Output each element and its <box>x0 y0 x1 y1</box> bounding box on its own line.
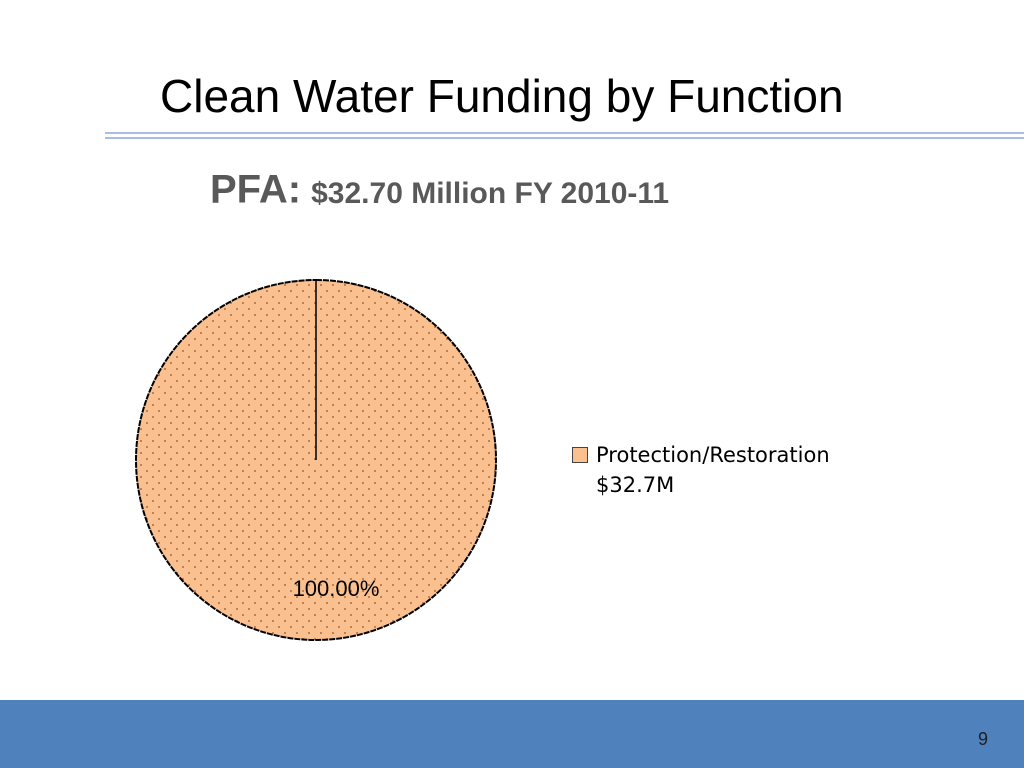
legend-swatch <box>572 447 588 463</box>
data-label: 100.00% <box>293 576 380 601</box>
footer-bar <box>0 700 1024 768</box>
legend-label: Protection/Restoration $32.7M <box>596 443 830 497</box>
pie: 100.00% <box>135 278 497 642</box>
slide-title: Clean Water Funding by Function <box>160 70 844 122</box>
chart-subtitle: $32.70 Million FY 2010-11 <box>311 177 669 210</box>
page-number: 9 <box>978 729 988 749</box>
chart-title: PFA: <box>210 168 301 212</box>
legend: Protection/Restoration $32.7M <box>572 440 896 500</box>
